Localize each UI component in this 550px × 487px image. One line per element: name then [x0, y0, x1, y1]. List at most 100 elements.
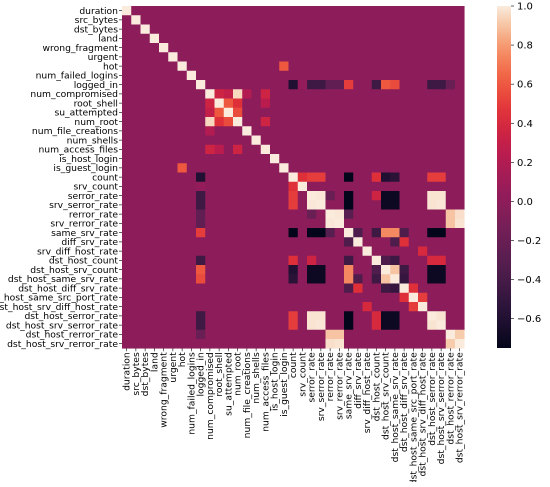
heatmap-cell: [196, 52, 206, 62]
heatmap-cell: [390, 218, 400, 229]
heatmap-cell: [316, 172, 326, 183]
heatmap-cell: [381, 135, 391, 146]
heatmap-cell: [233, 302, 243, 312]
heatmap-cell: [344, 33, 354, 44]
heatmap-cell: [233, 265, 243, 275]
heatmap-cell: [325, 52, 336, 62]
heatmap-cell: [122, 228, 132, 238]
x-tick-label: num_file_creations: [242, 352, 253, 438]
heatmap-cell: [223, 43, 234, 53]
heatmap-cell: [381, 302, 391, 312]
heatmap-cell: [149, 107, 160, 118]
y-tick-label: num_compromised: [30, 89, 118, 100]
x-tick-label: dst_host_same_srv_rate: [390, 352, 401, 462]
y-tick-label: dst_host_same_srv_rate: [8, 274, 118, 285]
heatmap-cell: [159, 274, 169, 284]
heatmap-cell: [399, 218, 410, 229]
heatmap-cell: [307, 218, 317, 229]
heatmap-cell: [279, 228, 289, 238]
heatmap-cell: [427, 228, 437, 238]
heatmap-cell: [251, 311, 262, 321]
heatmap-cell: [288, 107, 299, 118]
heatmap-cell: [334, 144, 345, 155]
heatmap-cell: [344, 117, 354, 127]
heatmap-cell: [159, 33, 169, 44]
heatmap-cell: [455, 52, 465, 62]
heatmap-cell: [251, 218, 262, 229]
heatmap-cell: [390, 255, 400, 266]
heatmap-cell: [270, 6, 280, 16]
heatmap-cell: [149, 311, 160, 321]
y-tick-label: root_shell: [74, 98, 118, 109]
y-tick-label: srv_count: [73, 182, 118, 193]
heatmap-cell: [223, 339, 234, 349]
heatmap-cell: [168, 274, 178, 284]
heatmap-cell: [149, 126, 160, 136]
heatmap-cell: [242, 237, 252, 247]
heatmap-cell: [344, 274, 354, 284]
heatmap-cell: [371, 43, 382, 53]
heatmap-cell: [223, 320, 234, 331]
heatmap-cell: [270, 126, 280, 136]
heatmap-cell: [205, 154, 215, 164]
heatmap-cell: [399, 209, 410, 220]
heatmap-cell: [131, 144, 141, 155]
heatmap-cell: [131, 154, 141, 164]
heatmap-cell: [408, 246, 419, 257]
heatmap-cell: [159, 6, 169, 16]
y-tick-label: dst_host_srv_serror_rate: [6, 320, 118, 331]
heatmap-cell: [390, 43, 400, 53]
heatmap-cell: [390, 274, 400, 284]
heatmap-cell: [223, 329, 234, 340]
heatmap-cell: [390, 98, 400, 109]
heatmap-cell: [159, 61, 169, 72]
heatmap-cell: [131, 52, 141, 62]
colorbar-tick-label: 0.8: [517, 41, 533, 52]
heatmap-cell: [149, 154, 160, 164]
heatmap-cell: [297, 218, 308, 229]
heatmap-cell: [279, 126, 289, 136]
heatmap-cell: [242, 172, 252, 183]
heatmap-cell: [168, 265, 178, 275]
heatmap-cell: [418, 172, 428, 183]
heatmap-cell: [279, 237, 289, 247]
heatmap-cell: [297, 292, 308, 303]
heatmap-cell: [390, 302, 400, 312]
heatmap-cell: [186, 135, 197, 146]
heatmap-cell: [288, 255, 299, 266]
heatmap-cell: [149, 292, 160, 303]
heatmap-cell: [270, 98, 280, 109]
heatmap-cell: [427, 339, 437, 349]
heatmap-cell: [427, 126, 437, 136]
heatmap-cell: [205, 274, 215, 284]
heatmap-cell: [223, 283, 234, 294]
heatmap-cell: [270, 311, 280, 321]
heatmap-cell: [260, 80, 271, 90]
heatmap-cell: [223, 172, 234, 183]
heatmap-cell: [279, 172, 289, 183]
heatmap-cell: [242, 89, 252, 99]
heatmap-cell: [223, 255, 234, 266]
heatmap-cell: [334, 6, 345, 16]
heatmap-cell: [168, 107, 178, 118]
heatmap-cell: [242, 209, 252, 220]
heatmap-cell: [455, 89, 465, 99]
heatmap-cell: [381, 107, 391, 118]
heatmap-cell: [436, 218, 447, 229]
heatmap-cell: [242, 43, 252, 53]
heatmap-cell: [159, 135, 169, 146]
heatmap-cell: [279, 163, 289, 173]
heatmap-cell: [362, 163, 373, 173]
x-tick-label: dst_host_serror_rate: [427, 352, 438, 446]
heatmap-cell: [177, 191, 188, 201]
heatmap-cell: [307, 80, 317, 90]
y-tick-label: land: [98, 34, 118, 45]
heatmap-cell: [408, 228, 419, 238]
heatmap-cell: [288, 6, 299, 16]
heatmap-cell: [390, 52, 400, 62]
heatmap-cell: [427, 61, 437, 72]
heatmap-cell: [334, 135, 345, 146]
heatmap-cell: [205, 52, 215, 62]
heatmap-cell: [149, 89, 160, 99]
